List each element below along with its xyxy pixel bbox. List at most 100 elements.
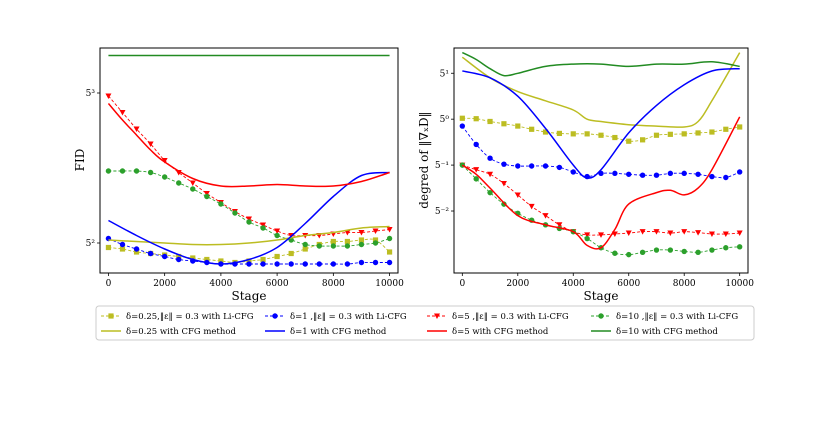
data-point-circle [612,250,618,256]
data-point-circle [723,245,729,251]
data-point-square [667,131,673,137]
data-point-circle [736,169,743,175]
x-tick-label: 2000 [506,279,529,289]
legend-label: δ=5 with CFG method [452,327,549,337]
data-point-triangle [161,158,168,164]
x-tick-label: 4000 [562,279,585,289]
data-point-square [556,130,562,137]
legend-entry: δ=5 ,‖ε‖ = 0.3 with Li-CFG [427,312,569,322]
series-line [462,164,740,236]
data-point-triangle [514,192,521,198]
data-point-triangle [246,216,252,222]
data-point-circle [133,168,140,174]
data-point-triangle [260,222,267,228]
legend-entry: δ=1 ,‖ε‖ = 0.3 with Li-CFG [265,312,407,322]
data-point-square [108,313,114,319]
legend-entry: δ=5 with CFG method [427,327,549,337]
data-point-square [570,131,576,137]
data-point-square [723,126,729,132]
data-point-circle [556,164,563,171]
data-point-circle [473,176,479,182]
y-axis-label: FID [73,149,87,172]
data-point-circle [288,261,294,267]
data-point-circle [302,261,308,267]
y-tick-label: 5⁰ [440,115,450,125]
data-point-square [626,138,632,144]
data-point-triangle [681,229,688,235]
data-point-circle [459,123,466,129]
data-point-circle [736,244,743,250]
data-point-square [737,124,743,130]
x-tick-label: 10000 [375,279,404,289]
data-point-square [344,238,350,245]
legend-label: δ=10 ,‖ε‖ = 0.3 with Li-CFG [616,312,738,322]
data-point-circle [639,172,646,178]
data-point-circle [119,168,126,174]
data-point-triangle [695,230,702,236]
series-line [462,164,740,256]
series-line [461,52,741,128]
legend-label: δ=0.25 with CFG method [126,327,236,337]
legend-label: δ=5 ,‖ε‖ = 0.3 with Li-CFG [452,312,569,322]
data-point-circle [667,247,674,253]
data-point-square [653,132,660,138]
legend-entry: δ=0.25,‖ε‖ = 0.3 with Li-CFG [101,312,254,322]
series-5-0-3-with-li-cfg [105,93,393,239]
data-point-square [598,132,604,138]
series-5-with-cfg-method [461,116,741,250]
data-point-square [358,237,365,243]
data-point-circle [542,163,549,169]
data-point-circle [358,259,365,266]
data-point-circle [528,163,535,169]
data-point-triangle [722,231,729,237]
x-tick-label: 8000 [673,279,696,289]
plot-frame [99,47,399,274]
x-tick-label: 10000 [725,279,754,289]
series-line [107,103,390,188]
series-line [108,225,390,246]
data-point-circle [133,246,140,252]
data-point-circle [330,243,337,249]
data-point-circle [653,247,660,253]
series-0-25-0-3-with-li-cfg [459,115,743,144]
data-point-circle [161,174,168,180]
data-point-square [176,253,182,260]
data-point-circle [330,261,337,267]
x-tick-label: 8000 [322,279,345,289]
data-point-triangle [274,228,281,234]
data-point-circle [386,235,393,242]
data-point-triangle [528,203,535,210]
data-point-circle [232,210,238,216]
data-point-triangle [487,171,494,178]
y-tick-label: 5⁻¹ [435,161,449,171]
data-point-circle [501,201,507,207]
data-point-square [190,255,196,261]
data-point-circle [626,171,632,177]
data-point-square [487,118,493,125]
data-point-circle [344,243,351,249]
data-point-circle [316,243,322,249]
data-point-circle [358,241,365,248]
data-point-circle [639,249,646,256]
series-10-0-3-with-li-cfg [459,162,743,258]
data-point-circle [723,174,729,181]
data-point-circle [584,235,590,242]
data-point-triangle [625,230,632,237]
data-point-circle [344,261,351,267]
data-point-triangle [584,232,591,238]
data-point-square [119,246,126,252]
data-point-circle [274,232,280,239]
data-point-square [584,131,590,137]
x-axis-label: Stage [232,289,267,303]
data-point-triangle [189,180,196,186]
legend-entry: δ=10 ,‖ε‖ = 0.3 with Li-CFG [591,312,738,322]
data-point-square [473,116,479,122]
data-point-square [386,249,393,255]
data-point-square [529,126,535,132]
data-point-square [302,246,308,252]
data-point-triangle [639,229,646,235]
series-1-with-cfg-method [462,67,740,179]
data-point-circle [653,172,660,178]
legend-label: δ=1 ,‖ε‖ = 0.3 with Li-CFG [290,312,407,322]
